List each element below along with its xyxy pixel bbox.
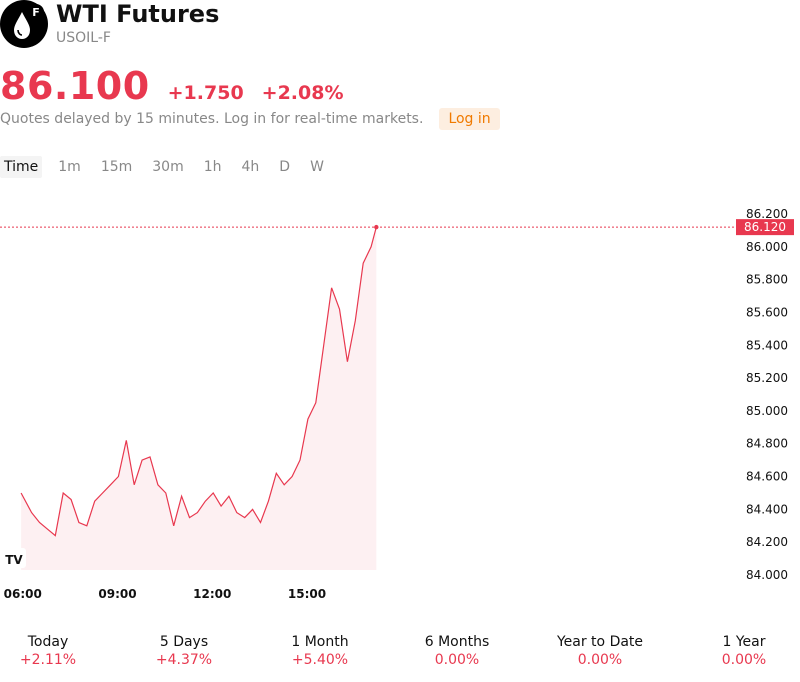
period-change: 0.00% bbox=[721, 652, 767, 668]
current-price-marker: 86.120 bbox=[0, 219, 794, 236]
instrument-logo: F bbox=[0, 0, 48, 48]
period-label: Year to Date bbox=[556, 634, 644, 650]
delay-notice-row: Quotes delayed by 15 minutes. Log in for… bbox=[0, 108, 500, 130]
period-label: 5 Days bbox=[159, 634, 209, 650]
y-tick-label: 84.200 bbox=[746, 535, 788, 549]
current-price-label: 86.120 bbox=[744, 220, 786, 234]
x-tick-label: 06:00 bbox=[4, 587, 42, 601]
page-title: WTI Futures bbox=[56, 0, 220, 28]
logo-badge: F bbox=[32, 6, 40, 19]
interval-tab-d[interactable]: D bbox=[279, 159, 291, 175]
period-6-months[interactable]: 6 Months 0.00% bbox=[402, 634, 512, 668]
y-tick-label: 85.600 bbox=[746, 305, 788, 319]
current-price-badge bbox=[736, 219, 794, 236]
delay-notice: Quotes delayed by 15 minutes. Log in for… bbox=[0, 111, 424, 127]
tradingview-logo[interactable]: TV bbox=[2, 548, 26, 568]
x-tick-label: 12:00 bbox=[193, 587, 231, 601]
last-point-dot bbox=[374, 224, 379, 230]
period-change: +4.37% bbox=[155, 652, 213, 668]
y-tick-label: 85.400 bbox=[746, 338, 788, 352]
period-change: 0.00% bbox=[434, 652, 480, 668]
interval-tab-4h[interactable]: 4h bbox=[241, 159, 260, 175]
interval-tab-30m[interactable]: 30m bbox=[152, 159, 184, 175]
interval-tab-w[interactable]: W bbox=[310, 159, 324, 175]
period-year-to-date[interactable]: Year to Date 0.00% bbox=[545, 634, 655, 668]
interval-tab-1h[interactable]: 1h bbox=[203, 159, 222, 175]
price-area bbox=[21, 227, 377, 570]
oil-drop-icon: F bbox=[0, 0, 48, 48]
interval-tab-time[interactable]: Time bbox=[0, 156, 43, 178]
price-line bbox=[20, 226, 377, 537]
period-change: +2.11% bbox=[19, 652, 77, 668]
interval-tab-15m[interactable]: 15m bbox=[100, 159, 133, 175]
period-change: +5.40% bbox=[291, 652, 349, 668]
period-label: 1 Month bbox=[291, 634, 349, 650]
y-tick-label: 85.000 bbox=[746, 404, 788, 418]
y-tick-label: 84.400 bbox=[746, 502, 788, 516]
price-chart-svg: 86.200 86.000 85.800 85.600 85.400 85.200 85.0… bbox=[0, 207, 794, 601]
interval-tabs: Time 1m 15m 30m 1h 4h D W bbox=[0, 156, 340, 178]
x-axis: 06:00 09:00 12:00 15:00 bbox=[4, 587, 326, 601]
period-label: 6 Months bbox=[424, 634, 490, 650]
period-1-year[interactable]: 1 Year 0.00% bbox=[689, 634, 799, 668]
y-tick-label: 86.000 bbox=[746, 240, 788, 254]
ticker-symbol: USOIL-F bbox=[56, 30, 111, 46]
x-tick-label: 09:00 bbox=[98, 587, 136, 601]
chart-line-layer bbox=[20, 226, 377, 537]
period-change: 0.00% bbox=[577, 652, 623, 668]
y-tick-label: 84.000 bbox=[746, 568, 788, 582]
y-tick-label: 86.200 bbox=[746, 207, 788, 221]
period-label: 1 Year bbox=[722, 634, 766, 650]
tradingview-watermark: TV bbox=[5, 553, 23, 567]
interval-tab-1m[interactable]: 1m bbox=[58, 159, 81, 175]
y-axis: 86.200 86.000 85.800 85.600 85.400 85.200 85.0… bbox=[746, 207, 788, 582]
x-tick-label: 15:00 bbox=[288, 587, 326, 601]
price-change-percent: +2.08% bbox=[261, 82, 344, 104]
login-button[interactable]: Log in bbox=[439, 108, 500, 130]
period-1-month[interactable]: 1 Month +5.40% bbox=[265, 634, 375, 668]
price-change: +1.750 bbox=[167, 82, 244, 104]
chart-area-layer bbox=[21, 227, 377, 570]
period-today[interactable]: Today +2.11% bbox=[0, 634, 103, 668]
y-tick-label: 84.800 bbox=[746, 437, 788, 451]
period-performance: Today +2.11% 5 Days +4.37% 1 Month +5.40% 6 Mo… bbox=[0, 634, 800, 674]
y-tick-label: 85.200 bbox=[746, 371, 788, 385]
period-5-days[interactable]: 5 Days +4.37% bbox=[129, 634, 239, 668]
quote-row: 86.100 +1.750 +2.08% bbox=[0, 64, 344, 108]
last-price: 86.100 bbox=[0, 64, 150, 108]
price-chart[interactable]: 86.200 86.000 85.800 85.600 85.400 85.200 85.0… bbox=[0, 190, 800, 610]
y-tick-label: 85.800 bbox=[746, 273, 788, 287]
period-label: Today bbox=[27, 634, 69, 650]
y-tick-label: 84.600 bbox=[746, 470, 788, 484]
